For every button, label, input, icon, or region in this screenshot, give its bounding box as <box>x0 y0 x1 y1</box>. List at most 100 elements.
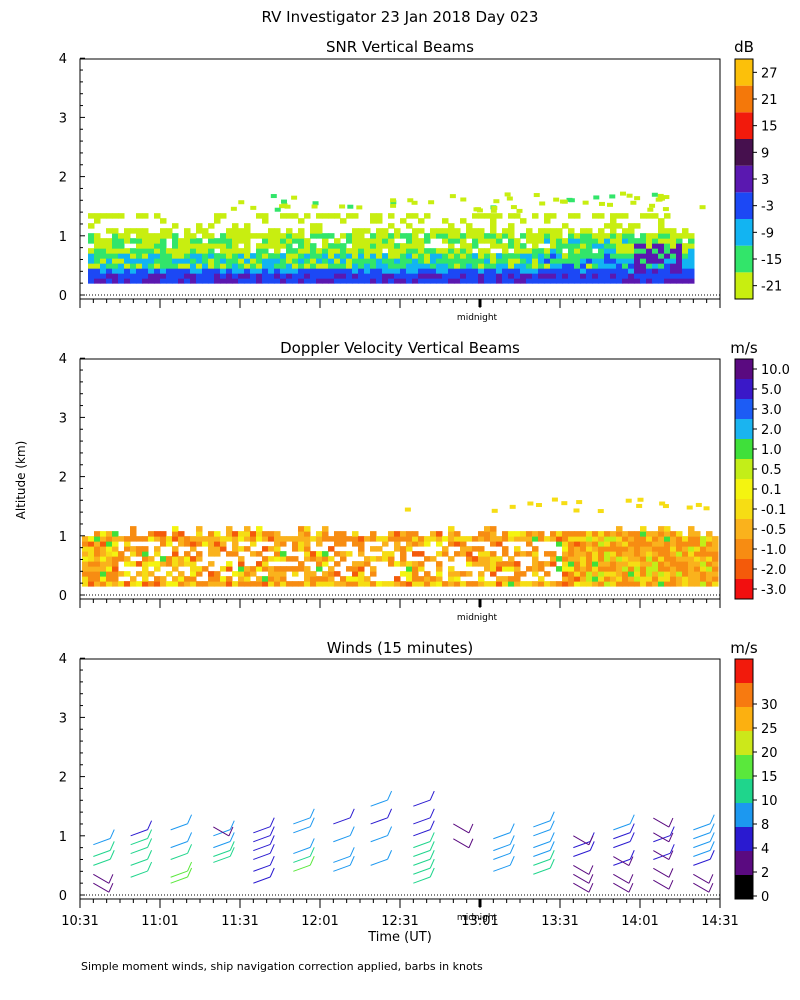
wind-barb-flag <box>147 838 153 848</box>
doppler-cell <box>400 546 407 552</box>
doppler-cell <box>88 581 95 587</box>
colorbar-swatch <box>735 419 753 439</box>
doppler-cell <box>442 581 449 587</box>
doppler-cell <box>112 566 119 572</box>
snr-cell <box>268 228 275 234</box>
snr-cell <box>508 268 515 274</box>
snr-cell <box>142 263 149 269</box>
snr-cell <box>514 238 521 244</box>
doppler-cell <box>670 556 677 562</box>
doppler-cell <box>580 556 587 562</box>
doppler-panel: Doppler Velocity Vertical Beams m/s 0123… <box>59 339 790 623</box>
doppler-cell <box>262 556 269 562</box>
wind-barb-flag <box>229 820 235 830</box>
colorbar-label: 0.1 <box>761 483 782 498</box>
snr-cell <box>688 248 695 254</box>
snr-cell <box>508 273 515 279</box>
snr-cell <box>676 238 683 244</box>
doppler-cell <box>598 551 605 557</box>
doppler-cell <box>628 581 635 587</box>
doppler-cell <box>190 546 197 552</box>
snr-cell <box>454 253 461 259</box>
snr-cell <box>424 263 431 269</box>
wind-barb-flag <box>668 817 674 828</box>
wind-barb <box>213 849 231 857</box>
doppler-cell <box>214 551 221 557</box>
doppler-cell <box>112 561 119 567</box>
doppler-cell <box>562 546 569 552</box>
doppler-cell <box>502 551 509 557</box>
doppler-cell <box>142 551 149 557</box>
doppler-cell <box>298 531 305 537</box>
doppler-cell <box>370 546 377 552</box>
snr-cell <box>640 243 647 249</box>
doppler-cell <box>550 556 557 562</box>
snr-cell <box>628 238 635 244</box>
doppler-cell <box>562 581 569 587</box>
wind-barb-flag <box>309 817 315 827</box>
snr-cell <box>406 238 413 244</box>
snr-cell <box>382 273 389 279</box>
doppler-cell <box>532 566 539 572</box>
snr-cell <box>520 258 527 264</box>
doppler-cell <box>208 551 215 557</box>
winds-title: Winds (15 minutes) <box>327 639 474 657</box>
snr-cell <box>358 248 365 254</box>
snr-cell <box>184 278 191 284</box>
doppler-cell <box>268 581 275 587</box>
snr-cell <box>394 273 401 279</box>
snr-cell <box>682 228 689 234</box>
snr-cell <box>286 278 293 284</box>
snr-cell <box>202 268 209 274</box>
wind-barb-flag <box>629 814 635 824</box>
snr-cell <box>478 248 485 254</box>
wind-barb <box>293 817 311 825</box>
snr-cell <box>244 268 251 274</box>
y-tick-label: 1 <box>59 230 67 245</box>
snr-cell <box>347 204 354 209</box>
doppler-cell <box>178 561 185 567</box>
doppler-cell <box>670 546 677 552</box>
snr-cell <box>208 268 215 274</box>
doppler-cell <box>346 576 353 582</box>
doppler-cell <box>514 551 521 557</box>
doppler-cell <box>130 531 137 537</box>
snr-cell <box>232 248 239 254</box>
doppler-cell <box>604 541 611 547</box>
doppler-cell <box>604 536 611 542</box>
snr-cell <box>184 233 191 239</box>
snr-cell <box>649 203 656 208</box>
doppler-cell <box>196 556 203 562</box>
wind-barb-flag <box>309 808 315 819</box>
snr-cell <box>442 238 449 244</box>
wind-barb <box>253 835 271 843</box>
snr-cell <box>664 233 671 239</box>
snr-cell <box>304 243 311 249</box>
snr-cell <box>376 278 383 284</box>
snr-cell <box>574 243 581 249</box>
wind-barb-flag <box>628 882 634 893</box>
doppler-cell <box>676 571 683 577</box>
colorbar-label: 15 <box>761 770 778 785</box>
snr-cell <box>472 263 479 269</box>
snr-cell <box>178 248 185 254</box>
doppler-cell <box>334 536 341 542</box>
snr-cell <box>346 273 353 279</box>
snr-cell <box>316 228 323 234</box>
snr-cell <box>328 263 335 269</box>
snr-cell <box>238 273 245 279</box>
snr-cell <box>112 233 119 239</box>
doppler-cell <box>634 541 641 547</box>
snr-cell <box>356 205 363 210</box>
snr-cell <box>442 278 449 284</box>
snr-cell <box>496 268 503 274</box>
snr-cell <box>586 238 593 244</box>
snr-cell <box>220 278 227 284</box>
snr-cell <box>124 268 131 274</box>
doppler-cell <box>496 556 503 562</box>
snr-cell <box>172 278 179 284</box>
snr-cell <box>106 258 113 264</box>
y-tick-label: 3 <box>59 711 67 726</box>
colorbar-swatch <box>735 245 753 273</box>
